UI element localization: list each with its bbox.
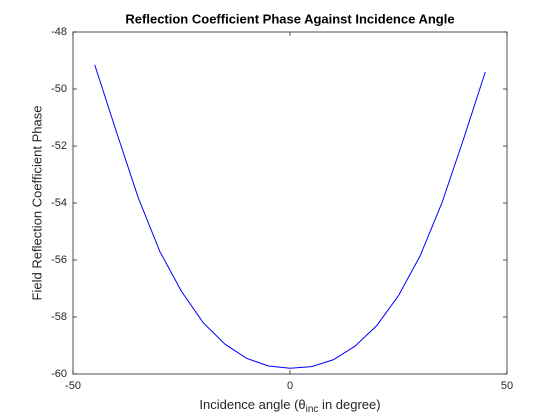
x-axis-label: Incidence angle (θinc in degree) [199, 397, 380, 414]
y-tick-label: -56 [51, 254, 67, 266]
x-tick-label: 0 [287, 380, 293, 392]
y-tick-label: -58 [51, 311, 67, 323]
plot-area [72, 31, 508, 375]
x-label-part: Incidence angle (θ [199, 397, 305, 412]
y-tick-label: -48 [51, 26, 67, 38]
x-tick-label: -50 [65, 380, 81, 392]
y-tick-label: -60 [51, 368, 67, 380]
data-line [94, 64, 486, 369]
y-tick-label: -54 [51, 197, 67, 209]
y-tick-label: -50 [51, 83, 67, 95]
x-label-part: in degree) [318, 397, 380, 412]
chart-title: Reflection Coefficient Phase Against Inc… [125, 11, 454, 26]
y-axis-label: Field Reflection Coefficient Phase [29, 106, 44, 301]
y-tick-label: -52 [51, 140, 67, 152]
x-label-subscript: inc [306, 404, 319, 415]
x-tick-label: 50 [501, 380, 513, 392]
